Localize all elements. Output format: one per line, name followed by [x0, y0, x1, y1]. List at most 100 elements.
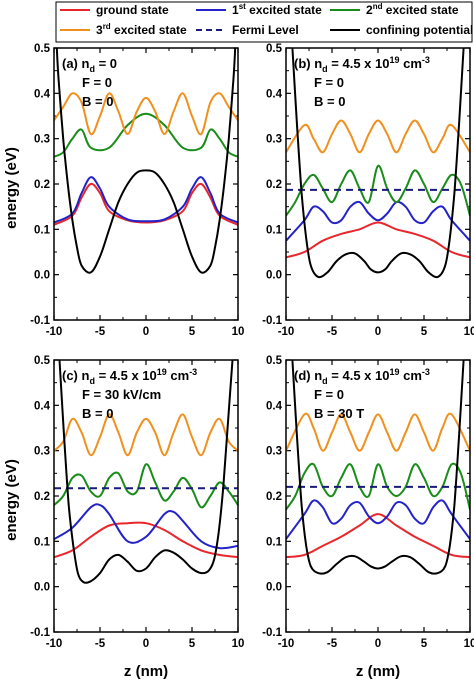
series-first-d — [286, 499, 470, 540]
ytick-a-4: 0.3 — [34, 134, 50, 146]
xtick-a-2: 0 — [143, 326, 149, 338]
xtick-a-0: -10 — [46, 326, 63, 338]
xtick-d-3: 5 — [421, 638, 428, 650]
annotation-line-b-0: F = 0 — [314, 75, 344, 90]
series-first-c — [54, 503, 238, 550]
ytick-d-1: 0.0 — [266, 582, 282, 594]
ytick-a-3: 0.2 — [34, 179, 50, 191]
annotation-title-a: (a) nd = 0 — [62, 56, 117, 74]
legend: ground state 1st excited state 2nd excited… — [55, 1, 473, 43]
ytick-d-2: 0.1 — [266, 536, 283, 548]
frame-c — [53, 359, 239, 633]
legend-label-3: 3rd excited state — [96, 22, 187, 37]
frame-a — [53, 47, 239, 321]
annotation-title-c: (c) nd = 4.5 x 1019 cm-3 — [62, 367, 197, 386]
ytick-b-0: -0.1 — [262, 315, 282, 327]
series-ground-a — [54, 182, 238, 226]
legend-label-2: 2nd excited state — [366, 2, 459, 17]
ylabel-top: energy (eV) — [3, 147, 20, 229]
ytick-c-4: 0.3 — [34, 446, 50, 458]
annotation-title-b: (b) nd = 4.5 x 1019 cm-3 — [294, 55, 430, 74]
series-potential-d — [291, 360, 465, 575]
ytick-a-6: 0.5 — [34, 43, 51, 55]
series-first-b — [286, 200, 470, 242]
series-third-d — [286, 412, 470, 452]
xtick-c-1: -5 — [95, 638, 106, 650]
frame-d — [285, 359, 471, 633]
series-third-c — [54, 413, 238, 457]
xtick-c-4: 10 — [232, 638, 245, 650]
ytick-a-2: 0.1 — [34, 224, 51, 236]
annotation-line-d-0: F = 0 — [314, 387, 344, 402]
xtick-b-0: -10 — [278, 326, 295, 338]
ytick-d-6: 0.5 — [266, 355, 283, 367]
xtick-a-1: -5 — [95, 326, 106, 338]
xtick-b-3: 5 — [421, 326, 428, 338]
series-potential-b — [291, 48, 465, 279]
ylabel-bottom: energy (eV) — [3, 459, 20, 541]
panels: -0.1 0.0 0.1 0.2 0.3 0.4 0.5 -10 -5 0 5 10 (a) nd = … — [30, 43, 474, 650]
series-ground-d — [286, 513, 470, 559]
xtick-c-3: 5 — [189, 638, 196, 650]
xtick-d-2: 0 — [375, 638, 381, 650]
annotation-line-c-1: B = 0 — [82, 406, 113, 421]
series-second-d — [286, 462, 470, 511]
series-third-b — [286, 119, 470, 154]
series-ground-b — [286, 221, 470, 259]
annotation-line-d-1: B = 30 T — [314, 406, 364, 421]
xlabel-right: z (nm) — [356, 663, 400, 680]
ytick-c-1: 0.0 — [34, 582, 50, 594]
xtick-c-0: -10 — [46, 638, 63, 650]
panel-d: -0.1 0.0 0.1 0.2 0.3 0.4 0.5 -10 -5 0 5 10 (d) nd = … — [262, 355, 474, 650]
ytick-c-3: 0.2 — [34, 491, 50, 503]
ytick-d-0: -0.1 — [262, 627, 282, 639]
legend-label-1: 1st excited state — [232, 2, 322, 17]
xtick-d-1: -5 — [327, 638, 338, 650]
series-potential-a — [55, 48, 237, 274]
ytick-c-5: 0.4 — [34, 400, 51, 412]
panel-c: -0.1 0.0 0.1 0.2 0.3 0.4 0.5 -10 -5 0 5 10 (c) nd = … — [30, 355, 244, 650]
ytick-b-6: 0.5 — [266, 43, 283, 55]
ytick-d-4: 0.3 — [266, 446, 282, 458]
panel-a: -0.1 0.0 0.1 0.2 0.3 0.4 0.5 -10 -5 0 5 10 (a) nd = … — [30, 43, 244, 338]
ytick-a-5: 0.4 — [34, 88, 51, 100]
ytick-b-4: 0.3 — [266, 134, 282, 146]
xtick-a-4: 10 — [232, 326, 245, 338]
legend-label-5: confining potential — [366, 23, 473, 37]
ytick-b-5: 0.4 — [266, 88, 283, 100]
annotation-title-d: (d) nd = 4.5 x 1019 cm-3 — [294, 367, 430, 386]
xlabel-left: z (nm) — [124, 663, 168, 680]
ytick-a-1: 0.0 — [34, 270, 50, 282]
ytick-b-3: 0.2 — [266, 179, 282, 191]
ytick-c-0: -0.1 — [30, 627, 50, 639]
xtick-a-3: 5 — [189, 326, 196, 338]
ytick-c-6: 0.5 — [34, 355, 51, 367]
legend-label-0: ground state — [96, 3, 169, 17]
series-ground-c — [54, 521, 238, 559]
annotation-line-a-0: F = 0 — [82, 75, 112, 90]
series-potential-c — [58, 360, 234, 584]
annotation-line-c-0: F = 30 kV/cm — [82, 387, 161, 402]
series-second-b — [286, 164, 470, 217]
series-second-c — [54, 463, 238, 509]
panel-b: -0.1 0.0 0.1 0.2 0.3 0.4 0.5 -10 -5 0 5 10 (b) nd = … — [262, 43, 474, 338]
ytick-d-5: 0.4 — [266, 400, 283, 412]
series-first-a — [54, 176, 238, 224]
xtick-b-2: 0 — [375, 326, 381, 338]
xtick-c-2: 0 — [143, 638, 149, 650]
ytick-b-1: 0.0 — [266, 270, 282, 282]
xtick-d-0: -10 — [278, 638, 295, 650]
xtick-b-1: -5 — [327, 326, 338, 338]
series-third-a — [54, 92, 238, 136]
series-second-a — [54, 112, 238, 158]
ytick-b-2: 0.1 — [266, 224, 283, 236]
annotation-line-b-1: B = 0 — [314, 94, 345, 109]
ytick-d-3: 0.2 — [266, 491, 282, 503]
legend-box — [55, 1, 473, 43]
legend-label-4: Fermi Level — [232, 23, 299, 37]
frame-b — [285, 47, 471, 321]
ytick-a-0: -0.1 — [30, 315, 50, 327]
annotation-line-a-1: B = 0 — [82, 94, 113, 109]
ytick-c-2: 0.1 — [34, 536, 51, 548]
